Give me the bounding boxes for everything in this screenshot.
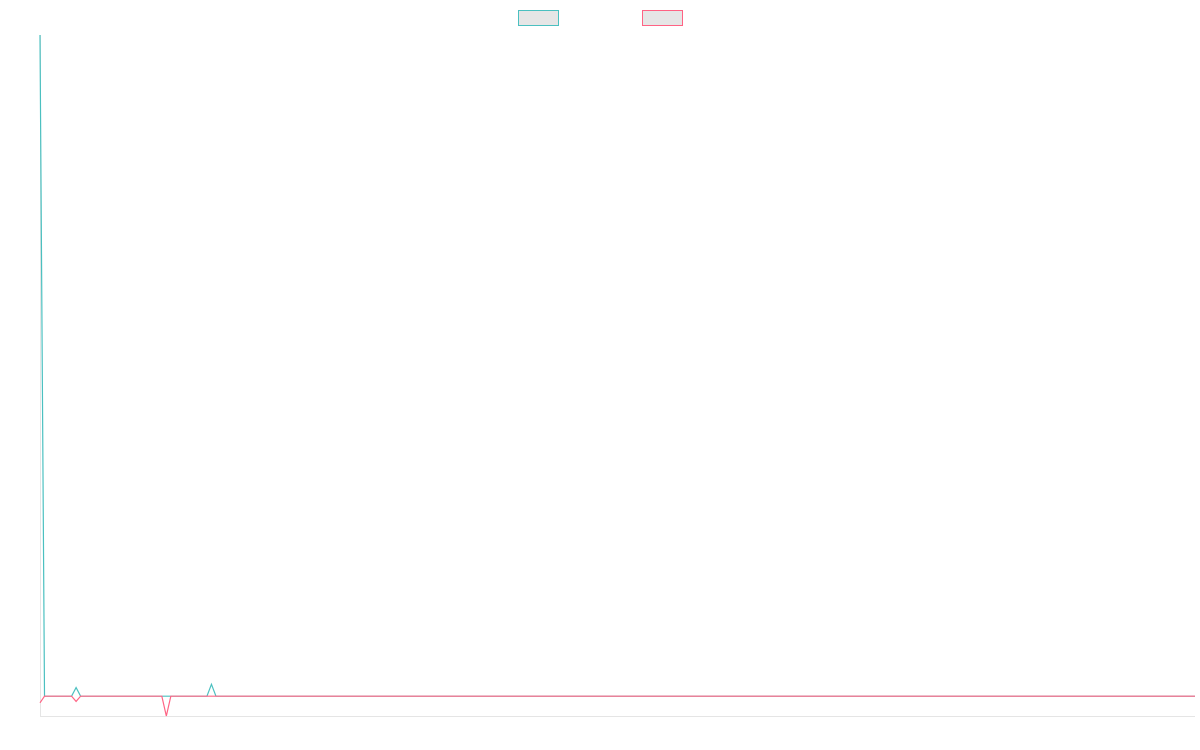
legend-swatch[interactable] [518,10,559,26]
series-line [39,695,1195,717]
series-line [39,34,1195,697]
legend-swatch[interactable] [642,10,683,26]
